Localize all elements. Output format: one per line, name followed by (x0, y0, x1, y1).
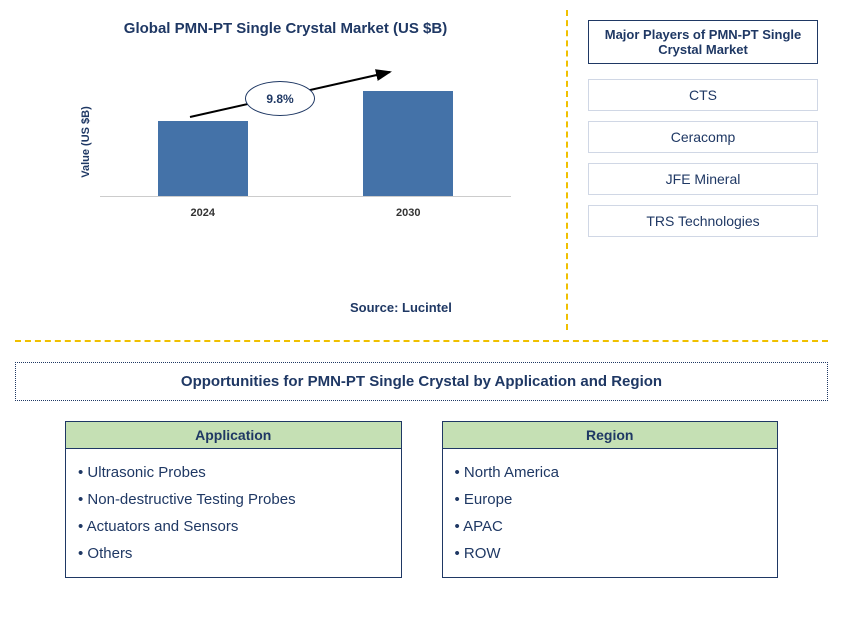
opportunity-item: ROW (455, 540, 766, 567)
opportunity-column: RegionNorth AmericaEuropeAPACROW (442, 421, 779, 578)
vertical-divider (566, 10, 568, 330)
chart-area: Global PMN-PT Single Crystal Market (US … (10, 10, 561, 330)
opportunity-item: Europe (455, 486, 766, 513)
opportunity-column-header: Region (442, 421, 779, 449)
bar-2030 (363, 91, 453, 196)
opportunity-item: APAC (455, 513, 766, 540)
opportunities-section: Opportunities for PMN-PT Single Crystal … (10, 352, 833, 588)
y-axis-label: Value (US $B) (80, 106, 92, 178)
players-list: CTS Ceracomp JFE Mineral TRS Technologies (588, 79, 818, 237)
player-item: TRS Technologies (588, 205, 818, 237)
opportunity-item: Others (78, 540, 389, 567)
opportunity-item: North America (455, 459, 766, 486)
bar-chart: Value (US $B) 2024 2030 9.8% (70, 67, 511, 217)
opportunity-item: Actuators and Sensors (78, 513, 389, 540)
chart-title: Global PMN-PT Single Crystal Market (US … (30, 20, 541, 37)
players-title: Major Players of PMN-PT Single Crystal M… (588, 20, 818, 64)
cagr-label: 9.8% (245, 81, 315, 116)
horizontal-divider (15, 340, 828, 342)
opportunity-list: Ultrasonic ProbesNon-destructive Testing… (65, 449, 402, 578)
player-item: CTS (588, 79, 818, 111)
player-item: JFE Mineral (588, 163, 818, 195)
players-panel: Major Players of PMN-PT Single Crystal M… (573, 10, 833, 330)
opportunity-item: Ultrasonic Probes (78, 459, 389, 486)
opportunities-title: Opportunities for PMN-PT Single Crystal … (15, 362, 828, 401)
opportunity-item: Non-destructive Testing Probes (78, 486, 389, 513)
x-axis-labels: 2024 2030 (100, 207, 511, 219)
opportunity-list: North AmericaEuropeAPACROW (442, 449, 779, 578)
source-label: Source: Lucintel (350, 300, 452, 315)
opportunities-columns: ApplicationUltrasonic ProbesNon-destruct… (15, 421, 828, 578)
opportunity-column: ApplicationUltrasonic ProbesNon-destruct… (65, 421, 402, 578)
top-section: Global PMN-PT Single Crystal Market (US … (10, 10, 833, 330)
opportunity-column-header: Application (65, 421, 402, 449)
bar-2024 (158, 121, 248, 196)
x-label: 2030 (363, 207, 453, 219)
player-item: Ceracomp (588, 121, 818, 153)
x-label: 2024 (158, 207, 248, 219)
